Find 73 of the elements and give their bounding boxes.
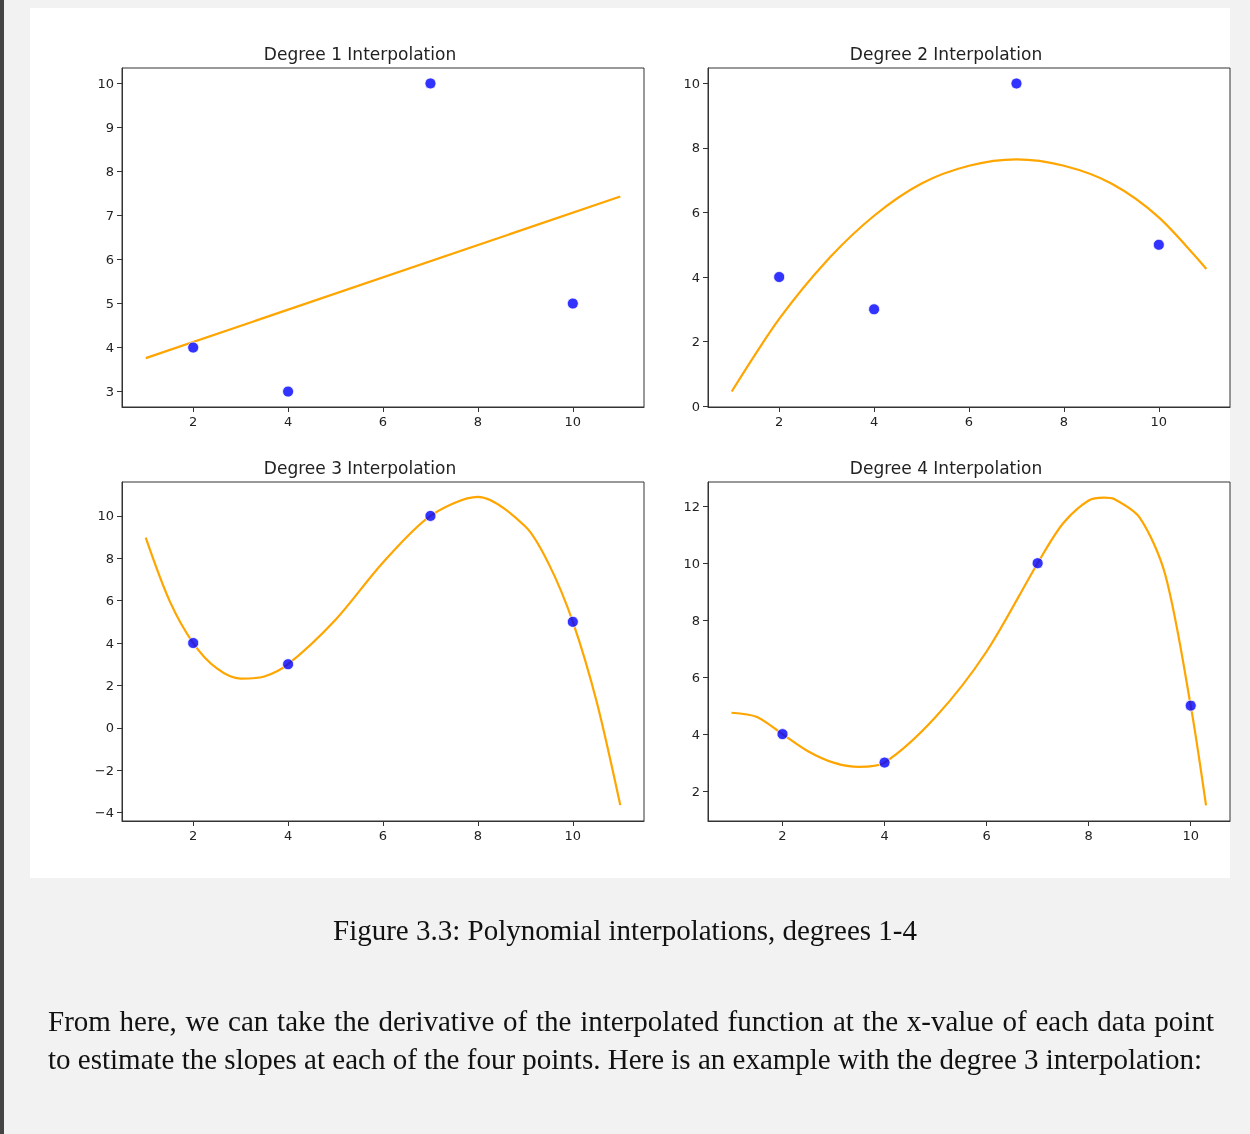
x-tick-label: 4: [869, 414, 879, 429]
y-tick-label: 2: [691, 334, 700, 350]
x-tick-label: 6: [982, 828, 991, 843]
point: [424, 77, 437, 90]
point: [776, 728, 789, 741]
x-tick-label: 10: [1150, 414, 1168, 429]
x-tick-label: 6: [378, 828, 388, 843]
point: [1152, 238, 1165, 251]
y-tick-label: 8: [105, 163, 114, 179]
x-tick-label: 10: [1182, 828, 1199, 843]
y-tick-label: 12: [683, 498, 700, 514]
y-tick-label: 4: [691, 726, 700, 742]
x-tick-label: 8: [473, 828, 483, 843]
x-tick-label: 2: [189, 828, 198, 843]
point: [282, 385, 295, 398]
x-tick-label: 2: [778, 828, 787, 843]
point: [187, 341, 200, 354]
point: [424, 509, 437, 522]
y-tick-label: 7: [105, 207, 114, 223]
line-series: [144, 495, 622, 807]
y-tick-label: 6: [691, 669, 700, 685]
y-tick-label: 6: [105, 593, 114, 609]
y-tick-label: 10: [97, 508, 114, 524]
y-tick-label: 4: [105, 635, 114, 651]
point: [1184, 699, 1197, 712]
line-series: [730, 496, 1208, 807]
x-tick-label: 4: [283, 828, 293, 843]
y-tick-label: 10: [683, 555, 700, 571]
y-tick-label: −4: [94, 805, 114, 821]
point: [1010, 77, 1023, 90]
caption: Figure 3.3: Polynomial interpolations, degrees 1-4: [332, 914, 918, 947]
y-tick-label: 8: [105, 550, 114, 566]
point: [282, 658, 295, 671]
x-tick-label: 6: [378, 414, 388, 429]
y-tick-label: 2: [691, 783, 700, 799]
chart-title: Degree 2 Interpolation: [849, 43, 1043, 64]
y-tick-label: 0: [691, 398, 700, 414]
chart-title: Degree 4 Interpolation: [849, 457, 1043, 478]
line-series: [730, 158, 1208, 393]
point: [1031, 557, 1044, 570]
point: [566, 615, 579, 628]
y-tick-label: −2: [94, 762, 114, 778]
point: [868, 303, 881, 316]
y-tick-label: 0: [105, 720, 114, 736]
x-tick-label: 8: [1059, 414, 1069, 429]
x-tick-label: 10: [564, 828, 582, 843]
y-tick-label: 4: [691, 269, 700, 285]
y-tick-label: 8: [691, 612, 700, 628]
x-tick-label: 2: [775, 414, 784, 429]
x-tick-label: 6: [964, 414, 974, 429]
y-tick-label: 3: [105, 384, 114, 400]
point: [878, 756, 891, 769]
y-tick-label: 8: [691, 140, 700, 156]
y-tick-label: 4: [105, 340, 114, 356]
chart-title: Degree 1 Interpolation: [263, 43, 457, 64]
y-tick-label: 9: [105, 119, 114, 135]
chart-title: Degree 3 Interpolation: [263, 457, 457, 478]
text: From here, we can take the derivative of the interpolated function at the x-value of each data point to estimate the slopes at each of the four points. Here is an example with the degree 3 interpolation:: [48, 1004, 1214, 1077]
y-tick-label: 2: [105, 677, 114, 693]
point: [187, 637, 200, 650]
y-tick-label: 6: [691, 205, 700, 220]
x-tick-label: 8: [1084, 828, 1093, 843]
x-tick-label: 4: [880, 828, 889, 843]
x-tick-label: 8: [473, 414, 483, 429]
x-tick-label: 10: [564, 414, 582, 429]
y-tick-label: 5: [105, 296, 114, 312]
point: [773, 271, 786, 284]
y-tick-label: 10: [683, 75, 700, 91]
x-tick-label: 2: [189, 414, 198, 429]
point: [566, 297, 579, 310]
y-tick-label: 10: [97, 75, 114, 91]
y-tick-label: 6: [105, 252, 114, 268]
x-tick-label: 4: [283, 414, 293, 429]
